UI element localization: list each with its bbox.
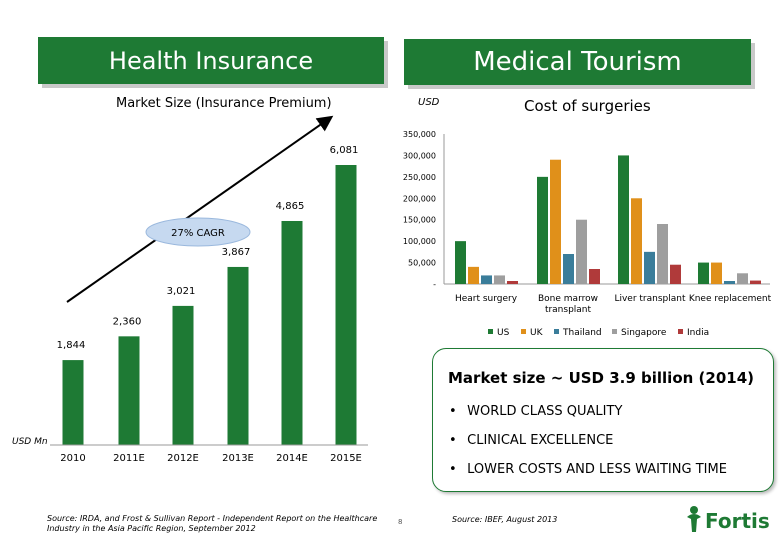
right-chart-unit-label: USD [418, 97, 440, 108]
right-y-tick: 300,000 [403, 151, 436, 160]
right-y-tick: 100,000 [403, 237, 436, 246]
surgery-bar-us [618, 155, 629, 284]
legend-swatch [612, 329, 617, 334]
cagr-ellipse [145, 217, 251, 247]
market-year-label: 2010 [60, 453, 85, 464]
right-y-tick: 200,000 [403, 194, 436, 203]
legend-label: US [497, 328, 510, 338]
market-bar-2010 [62, 360, 84, 445]
right-y-tick: 350,000 [403, 130, 436, 139]
surgery-bar-thailand [563, 254, 574, 284]
surgery-bar-thailand [724, 281, 735, 284]
surgery-bar-singapore [576, 219, 587, 284]
right-source-note: Source: IBEF, August 2013 [452, 515, 558, 524]
market-year-label: 2011E [113, 453, 145, 464]
surgery-bar-uk [468, 266, 479, 284]
surgery-category-label: Knee replacement [689, 294, 772, 304]
left-chart-subtitle: Market Size (Insurance Premium) [116, 96, 332, 111]
market-value-label: 1,844 [57, 340, 86, 351]
surgery-bar-singapore [737, 273, 748, 284]
page-number: 8 [398, 518, 403, 526]
surgery-bar-thailand [644, 251, 655, 284]
market-year-label: 2012E [167, 453, 199, 464]
market-value-label: 3,867 [222, 247, 251, 258]
legend-swatch [521, 329, 526, 334]
legend-label: UK [530, 328, 544, 338]
surgery-bar-singapore [494, 275, 505, 284]
surgery-bar-uk [550, 159, 561, 284]
surgery-bar-india [670, 264, 681, 284]
callout-title: Market size ~ USD 3.9 billion (2014) [448, 369, 754, 387]
right-y-tick: - [433, 280, 436, 289]
surgery-bar-us [698, 262, 709, 284]
legend-swatch [554, 329, 559, 334]
market-value-label: 3,021 [167, 286, 196, 297]
surgery-bar-us [455, 241, 466, 284]
legend-label: Thailand [562, 328, 602, 338]
market-size-callout: Market size ~ USD 3.9 billion (2014) • W… [432, 348, 774, 492]
surgery-category-label: Bone marrow transplant [538, 294, 598, 315]
logo-text: Fortis [705, 509, 770, 533]
callout-bullet: • LOWER COSTS AND LESS WAITING TIME [449, 462, 727, 477]
market-value-label: 4,865 [276, 201, 305, 212]
market-year-label: 2015E [330, 453, 362, 464]
market-bar-2015E [335, 165, 357, 445]
right-chart-title: Cost of surgeries [524, 97, 651, 115]
medical-tourism-banner: Medical Tourism [404, 39, 751, 85]
legend-swatch [488, 329, 493, 334]
surgery-bar-uk [711, 262, 722, 284]
market-bar-2011E [118, 336, 140, 445]
surgery-bar-uk [631, 198, 642, 284]
left-source-note: Source: IRDA, and Frost & Sullivan Repor… [47, 514, 378, 533]
market-year-label: 2014E [276, 453, 308, 464]
market-bar-2013E [227, 266, 249, 445]
surgery-bar-thailand [481, 275, 492, 284]
callout-bullet: • WORLD CLASS QUALITY [449, 404, 623, 419]
market-value-label: 2,360 [113, 316, 142, 327]
surgery-bar-singapore [657, 224, 668, 284]
cagr-label: 27% CAGR [171, 228, 225, 239]
fortis-logo: Fortis [687, 506, 770, 533]
surgery-bar-india [589, 269, 600, 284]
cost-of-surgeries-chart: 350,000 300,000 250,000 200,000 150,000 100,0… [403, 130, 772, 338]
left-chart-unit-label: USD Mn [12, 437, 48, 447]
market-year-label: 2013E [222, 453, 254, 464]
market-bar-2012E [172, 305, 194, 445]
right-y-tick: 50,000 [408, 259, 436, 268]
callout-bullet: • CLINICAL EXCELLENCE [449, 433, 614, 448]
surgery-bar-india [750, 280, 761, 284]
surgery-bar-india [507, 281, 518, 284]
surgery-bar-us [537, 176, 548, 284]
market-value-label: 6,081 [330, 145, 359, 156]
market-bar-2014E [281, 220, 303, 445]
right-y-tick: 250,000 [403, 173, 436, 182]
growth-arrow [66, 115, 334, 303]
right-y-tick: 150,000 [403, 216, 436, 225]
health-insurance-banner: Health Insurance [38, 37, 384, 84]
legend-swatch [678, 329, 683, 334]
surgery-category-label: Liver transplant [614, 294, 686, 304]
market-size-chart: 1,844 2010 2,360 2011E 3,021 2012E 3,867 2013E 4… [50, 115, 368, 464]
legend-label: Singapore [621, 328, 667, 338]
surgery-category-label: Heart surgery [455, 294, 518, 304]
legend-label: India [687, 328, 709, 338]
